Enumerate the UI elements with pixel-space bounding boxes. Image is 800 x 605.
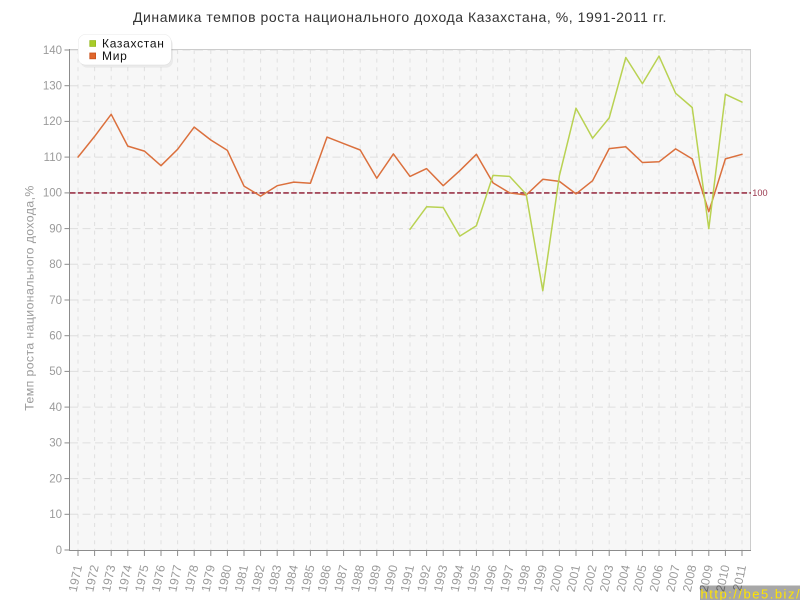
svg-text:140: 140 [43, 45, 62, 57]
svg-text:20: 20 [49, 473, 62, 485]
svg-text:90: 90 [49, 223, 62, 235]
svg-text:Мир: Мир [102, 49, 127, 63]
svg-text:80: 80 [49, 259, 62, 271]
svg-text:http://be5.biz/: http://be5.biz/ [701, 587, 800, 601]
svg-text:10: 10 [49, 509, 62, 521]
svg-text:Темп роста национального доход: Темп роста национального дохода,% [23, 185, 37, 410]
svg-text:70: 70 [49, 295, 62, 307]
svg-text:110: 110 [44, 152, 62, 164]
svg-text:40: 40 [49, 402, 62, 414]
svg-text:130: 130 [43, 81, 62, 93]
svg-text:30: 30 [49, 438, 62, 450]
svg-text:100: 100 [752, 188, 767, 198]
svg-text:100: 100 [43, 188, 62, 200]
svg-text:50: 50 [49, 366, 62, 378]
svg-text:120: 120 [43, 116, 62, 128]
svg-text:60: 60 [49, 331, 62, 343]
svg-text:0: 0 [56, 545, 62, 557]
svg-text:Динамика темпов роста национал: Динамика темпов роста национального дохо… [133, 9, 667, 25]
